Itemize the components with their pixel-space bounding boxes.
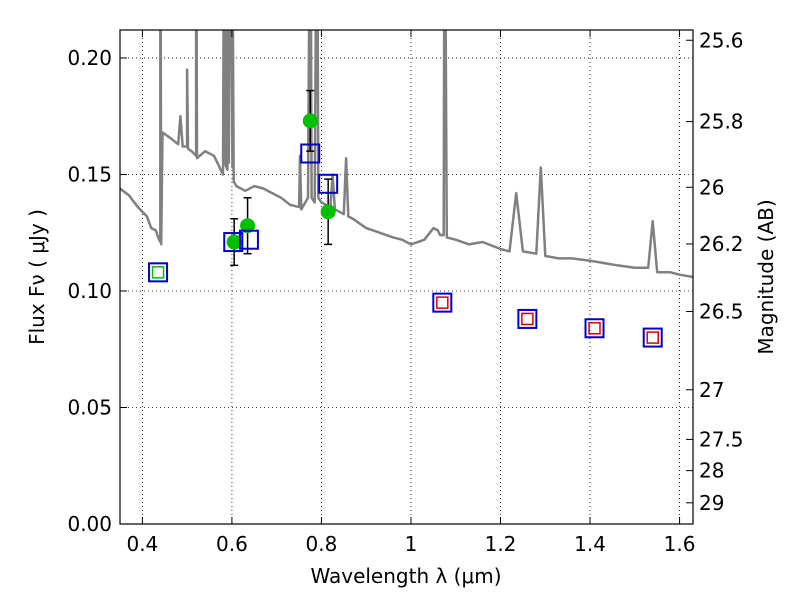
inner-square	[588, 322, 601, 335]
y-tick-label: 0.10	[67, 279, 112, 303]
model-flux-square	[318, 173, 339, 194]
observed-point	[240, 218, 256, 234]
plot-background	[120, 30, 693, 524]
y2-tick-label: 28	[699, 459, 724, 483]
y-tick-label: 0.05	[67, 395, 112, 419]
x-tick-label: 1.6	[664, 532, 696, 556]
x-tick-label: 0.4	[126, 532, 158, 556]
model-flux-square	[300, 143, 321, 164]
observed-point	[226, 234, 242, 250]
model-flux-square	[584, 318, 605, 339]
y2-tick-label: 27.5	[699, 427, 744, 451]
model-flux-square	[238, 229, 259, 250]
plot-area	[120, 30, 693, 348]
y2-tick-label: 25.8	[699, 110, 744, 134]
sed-line	[120, 30, 693, 279]
inner-square	[436, 296, 449, 309]
y2-tick-label: 26.5	[699, 299, 744, 323]
model-flux-square	[517, 308, 538, 329]
observed-point	[320, 204, 336, 220]
y2-tick-label: 25.6	[699, 28, 744, 52]
inner-square	[151, 266, 165, 279]
x-tick-label: 1.4	[574, 532, 606, 556]
axes: 0.4 0.6 0.8 1 1.2 1.4 1.6 0.00 0.05 0.10 0.15 0.20 2…	[67, 28, 743, 556]
y2-axis-title: Magnitude (AB)	[754, 199, 778, 354]
x-tick-label: 0.6	[216, 532, 248, 556]
x-tick-label: 1	[405, 532, 418, 556]
observed-point	[302, 113, 318, 129]
inner-square	[521, 312, 534, 326]
inner-square	[646, 331, 659, 344]
y-tick-label: 0.00	[67, 512, 112, 536]
y2-tick-label: 27	[699, 378, 724, 402]
y-tick-label: 0.15	[67, 162, 112, 186]
model-flux-square	[432, 292, 453, 313]
x-tick-label: 0.8	[306, 532, 338, 556]
model-flux-square	[642, 327, 663, 348]
x-axis-title: Wavelength λ (μm)	[310, 564, 501, 588]
y-tick-label: 0.20	[67, 46, 112, 70]
y2-tick-label: 26	[699, 175, 724, 199]
model-flux-square	[223, 232, 244, 253]
plot-frame	[119, 29, 694, 525]
y2-tick-label: 26.2	[699, 232, 744, 256]
model-flux-square	[148, 262, 169, 283]
x-tick-label: 1.2	[485, 532, 517, 556]
y2-tick-label: 29	[699, 491, 724, 515]
y-axis-title: Flux Fν ( μJy )	[25, 209, 49, 345]
